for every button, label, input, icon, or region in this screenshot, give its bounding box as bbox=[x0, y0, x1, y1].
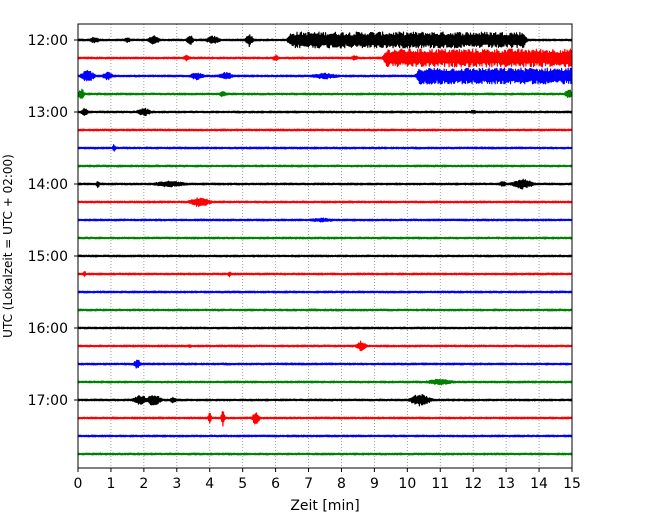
trace-1700 bbox=[77, 393, 573, 407]
trace-1445 bbox=[77, 236, 573, 240]
trace-1330 bbox=[77, 144, 573, 152]
y-tick-label: 14:00 bbox=[28, 177, 68, 193]
x-tick-label: 14 bbox=[530, 476, 548, 492]
trace-1530 bbox=[77, 290, 573, 294]
trace-1215 bbox=[77, 48, 573, 68]
y-tick-label: 16:00 bbox=[28, 321, 68, 337]
trace-1615 bbox=[77, 340, 573, 352]
trace-1400 bbox=[77, 178, 573, 190]
x-tick-label: 15 bbox=[563, 476, 581, 492]
trace-1415 bbox=[77, 197, 573, 208]
vertical-grid bbox=[110, 24, 540, 468]
y-tick-label: 13:00 bbox=[28, 105, 68, 121]
x-tick-label: 10 bbox=[398, 476, 416, 492]
trace-1745 bbox=[77, 452, 573, 456]
seismic-traces bbox=[77, 31, 573, 456]
trace-1200 bbox=[77, 31, 573, 49]
trace-1230 bbox=[77, 67, 573, 85]
x-tick-label: 12 bbox=[464, 476, 482, 492]
x-tick-label: 2 bbox=[139, 476, 148, 492]
trace-1315 bbox=[77, 128, 573, 132]
trace-1430 bbox=[77, 217, 573, 223]
trace-1600 bbox=[77, 326, 573, 330]
x-tick-label: 5 bbox=[238, 476, 247, 492]
trace-1730 bbox=[77, 434, 573, 438]
trace-1545 bbox=[77, 308, 573, 312]
x-tick-label: 3 bbox=[172, 476, 181, 492]
trace-1715 bbox=[77, 410, 573, 427]
x-tick-label: 13 bbox=[497, 476, 515, 492]
x-tick-label: 11 bbox=[431, 476, 449, 492]
x-tick-label: 0 bbox=[74, 476, 83, 492]
y-axis-label: UTC (Lokalzeit = UTC + 02:00) bbox=[1, 154, 15, 338]
trace-1515 bbox=[77, 270, 573, 278]
y-tick-label: 17:00 bbox=[28, 393, 68, 409]
x-tick-label: 7 bbox=[304, 476, 313, 492]
trace-1645 bbox=[77, 378, 573, 386]
x-tick-label: 9 bbox=[370, 476, 379, 492]
x-tick-label: 6 bbox=[271, 476, 280, 492]
trace-1500 bbox=[77, 254, 573, 258]
trace-1345 bbox=[77, 164, 573, 168]
y-axis-ticks: 12:00 13:00 14:00 15:00 16:00 17:00 bbox=[28, 33, 78, 409]
y-tick-label: 15:00 bbox=[28, 249, 68, 265]
trace-1630 bbox=[77, 359, 573, 369]
x-tick-label: 1 bbox=[106, 476, 115, 492]
trace-1300 bbox=[77, 107, 573, 117]
x-tick-label: 4 bbox=[205, 476, 214, 492]
trace-1245 bbox=[77, 88, 573, 99]
plot-frame bbox=[77, 23, 573, 469]
y-tick-label: 12:00 bbox=[28, 33, 68, 49]
x-axis-ticks: 0 1 2 3 4 5 6 7 8 9 10 11 12 13 14 15 bbox=[74, 468, 581, 492]
x-axis-label: Zeit [min] bbox=[290, 498, 359, 514]
x-tick-label: 8 bbox=[337, 476, 346, 492]
